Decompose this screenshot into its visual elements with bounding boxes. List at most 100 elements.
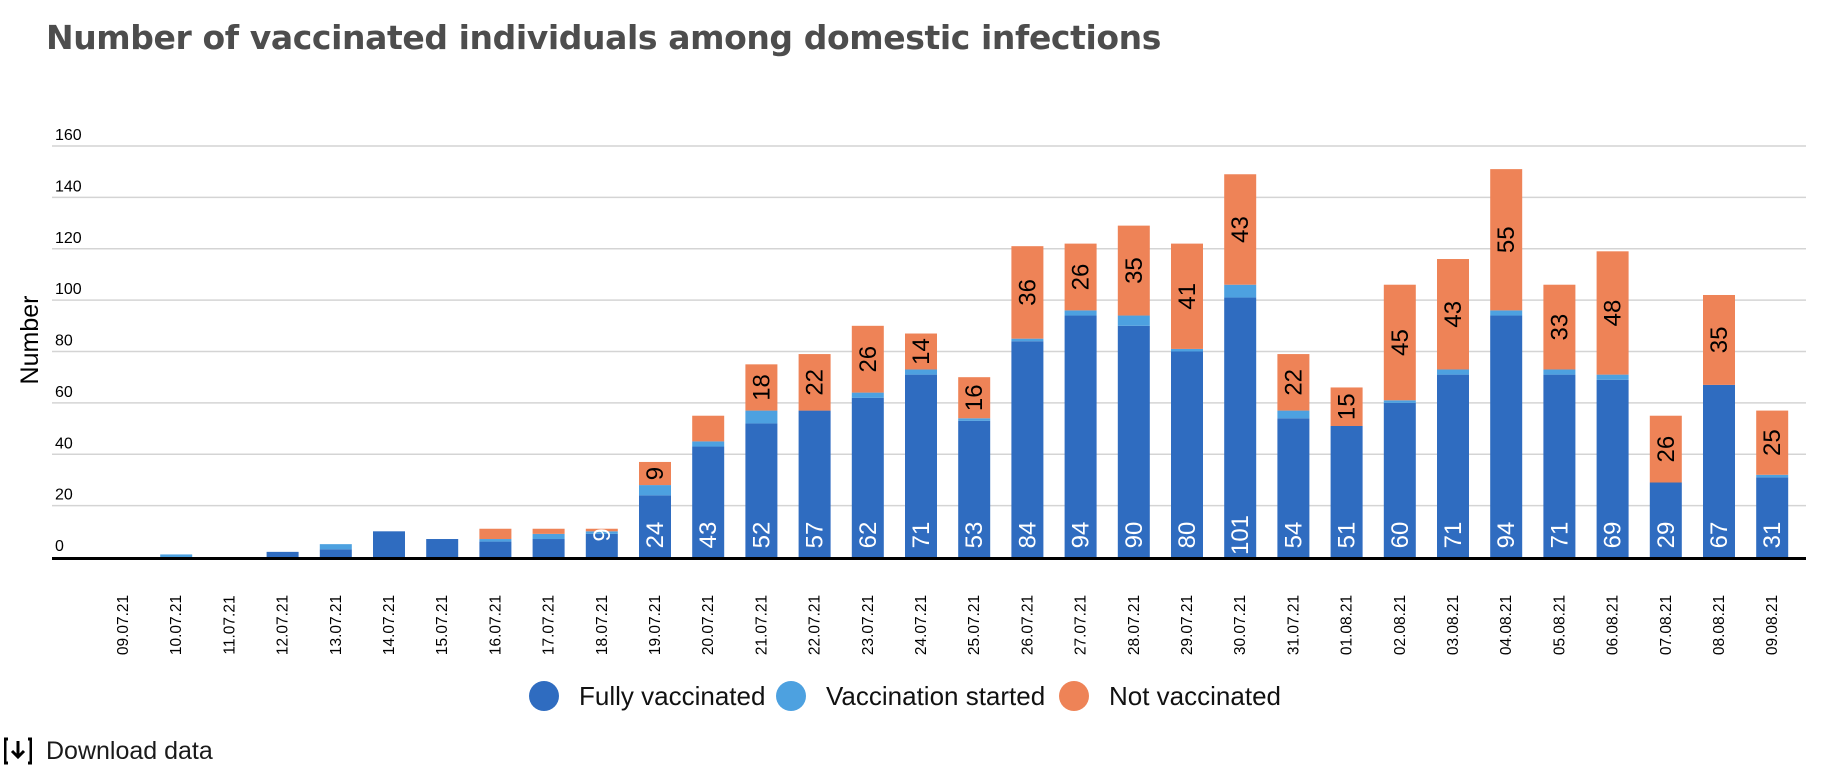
bar-segment [1171,243,1203,349]
x-tick-label: 09.08.21 [1764,595,1781,655]
data-label: 29 [1653,522,1680,549]
y-tick-label: 80 [55,333,73,350]
bar-segment [851,397,884,557]
x-tick-label: 17.07.21 [541,595,558,655]
bars [160,169,1789,557]
bar-segment [585,528,618,532]
x-tick-label: 06.08.21 [1605,595,1622,655]
x-tick-label: 25.07.21 [966,595,983,655]
bar-segment [1490,310,1523,316]
bar-segment [1756,474,1789,478]
data-label: 71 [1440,522,1467,549]
x-tick-label: 15.07.21 [434,595,451,655]
x-tick-label: 04.08.21 [1498,595,1515,655]
data-label: 43 [1227,216,1254,243]
data-label: 16 [961,384,988,411]
bar-segment [1756,477,1789,557]
x-tick-label: 10.07.21 [168,595,185,655]
bar-segment [266,551,299,557]
bar-segment [426,539,459,557]
bar-segment [798,354,831,411]
data-label: 54 [1280,522,1307,549]
bar-segment [1277,410,1310,419]
bar-segment [1171,351,1203,557]
data-label: 71 [1546,522,1573,549]
data-label: 35 [1706,327,1733,354]
data-label: 41 [1174,283,1201,310]
bar-segment [1383,400,1416,403]
bar-segment [1543,374,1576,557]
data-label: 52 [748,522,775,549]
bar-segment [958,377,991,419]
download-data-label: Download data [46,736,213,765]
data-label: 31 [1759,522,1786,549]
y-axis-ticks: 0 20 40 60 80 100 120 140 160 [55,127,82,555]
x-tick-label: 22.07.21 [807,595,824,655]
data-label: 22 [1280,369,1307,396]
bar-segment [373,531,405,557]
bar-segment [319,549,352,557]
x-tick-label: 30.07.21 [1232,595,1249,655]
bar-segment [1277,354,1310,411]
bar-segment [692,446,725,557]
x-tick-label: 23.07.21 [860,595,877,655]
data-label: 48 [1600,300,1627,327]
bar-segment [1703,384,1735,557]
bar-segment [1064,310,1097,316]
data-label: 94 [1068,522,1095,549]
y-axis-label: Number [16,296,44,385]
x-tick-label: 20.07.21 [700,595,717,655]
bar-segment [905,374,937,557]
legend-swatch [776,681,806,711]
bar-segment [532,533,565,540]
bar-segment [1011,338,1044,342]
bar-segment [692,441,725,447]
bar-segment [905,369,937,375]
x-tick-label: 19.07.21 [647,595,664,655]
x-tick-label: 08.08.21 [1711,595,1728,655]
data-label: 26 [1653,436,1680,463]
data-label: 36 [1014,279,1041,306]
bar-segment [1543,369,1576,375]
data-label: 84 [1014,522,1041,549]
data-label: 80 [1174,522,1201,549]
bar-segment [1277,418,1310,557]
bar-segment [745,410,778,424]
bar-segment [639,461,671,486]
x-tick-label: 11.07.21 [221,595,238,654]
data-label: 24 [642,522,669,549]
data-label: 45 [1387,329,1414,356]
data-label: 9 [642,467,669,480]
y-tick-label: 0 [55,538,64,555]
bar-segment [585,531,618,534]
bar-segment [1011,246,1044,339]
download-data-link[interactable]: Download data [4,736,213,766]
download-icon [4,737,32,765]
data-label: 26 [855,346,882,373]
x-tick-label: 13.07.21 [328,595,345,655]
x-tick-label: 21.07.21 [753,595,770,655]
bar-segment [319,544,352,550]
legend[interactable]: Fully vaccinated Vaccination started Not v… [529,681,1281,711]
y-tick-label: 20 [55,487,73,504]
chart-title: Number of vaccinated individuals among d… [46,18,1161,57]
bar-segment [1490,169,1523,311]
data-label: 69 [1600,522,1627,549]
data-labels: 9 24 9 43 52 18 57 22 62 26 71 14 53 16 84 36 94 26 90 35 80… [589,216,1786,555]
legend-label: Not vaccinated [1109,681,1281,711]
bar-segment [1330,425,1363,557]
data-label: 35 [1121,257,1148,284]
bar-segment [1596,379,1629,557]
data-label: 53 [961,522,988,549]
bar-segment [851,392,884,398]
bar-segment [1224,174,1257,285]
y-tick-label: 140 [55,178,82,195]
bar-segment [1596,374,1629,380]
bar-segment [958,418,991,421]
x-tick-label: 05.08.21 [1551,595,1568,655]
bar-segment [1543,284,1576,370]
bar-segment [798,410,831,557]
data-label: 22 [802,369,829,396]
data-label: 43 [695,522,722,549]
bar-segment [1064,243,1097,311]
